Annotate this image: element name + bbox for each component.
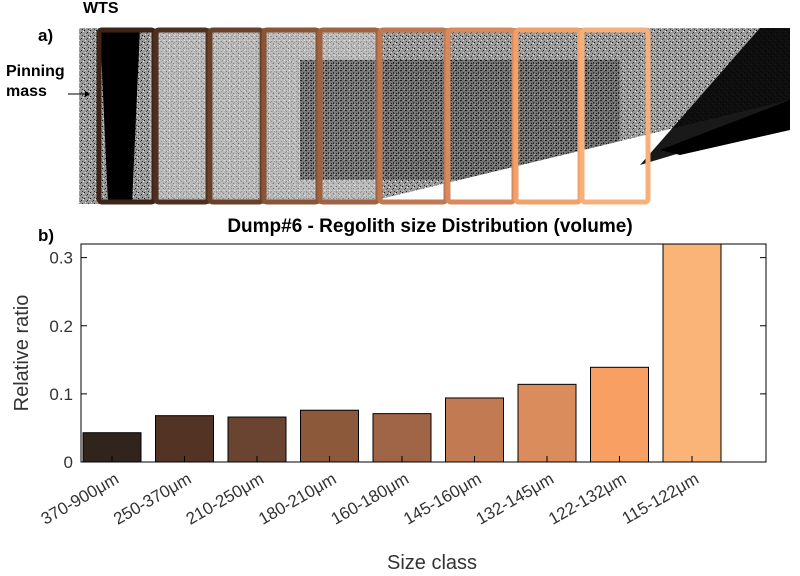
x-tick-label: 145-160μm — [400, 469, 484, 529]
x-tick-label: 132-145μm — [473, 469, 557, 529]
x-tick-label: 115-122μm — [619, 469, 702, 528]
x-tick-label: 160-180μm — [328, 469, 412, 529]
pinning-mass-annotation: Pinning mass — [6, 63, 65, 100]
y-tick-label: 0.1 — [49, 385, 73, 404]
bar-6 — [445, 397, 504, 463]
x-tick-label: 250-370μm — [110, 469, 194, 529]
x-tick-label: 370-900μm — [38, 469, 122, 529]
bar-4 — [300, 409, 359, 463]
y-tick-label: 0.2 — [49, 317, 73, 336]
sim-dark-corner — [640, 28, 790, 165]
bar-7 — [517, 383, 577, 463]
x-tick-label: 180-210μm — [255, 469, 339, 529]
bar-8 — [590, 366, 649, 463]
bar-9 — [662, 243, 722, 463]
y-tick-label: 0.3 — [49, 249, 73, 268]
panel-a-image — [79, 27, 790, 205]
pinning-mass-arrow — [68, 91, 90, 97]
chart-title: Dump#6 - Regolith size Distribution (vol… — [227, 216, 632, 237]
x-tick-label: 122-132μm — [545, 469, 629, 529]
y-tick-label: 0 — [64, 453, 73, 472]
x-tick-label: 210-250μm — [183, 469, 267, 529]
x-axis-label: Size class — [387, 552, 477, 574]
bar-3 — [227, 416, 287, 463]
panel-b-label: b) — [38, 226, 55, 245]
sim-wall — [100, 28, 140, 204]
wts-annotation: WTS — [83, 0, 119, 17]
bar-5 — [372, 413, 432, 463]
sample-window-9 — [579, 27, 651, 205]
panel-a-label: a) — [38, 26, 54, 45]
y-axis-label: Relative ratio — [11, 295, 33, 412]
bar-2 — [155, 415, 214, 463]
sim-empty-region — [360, 28, 790, 204]
